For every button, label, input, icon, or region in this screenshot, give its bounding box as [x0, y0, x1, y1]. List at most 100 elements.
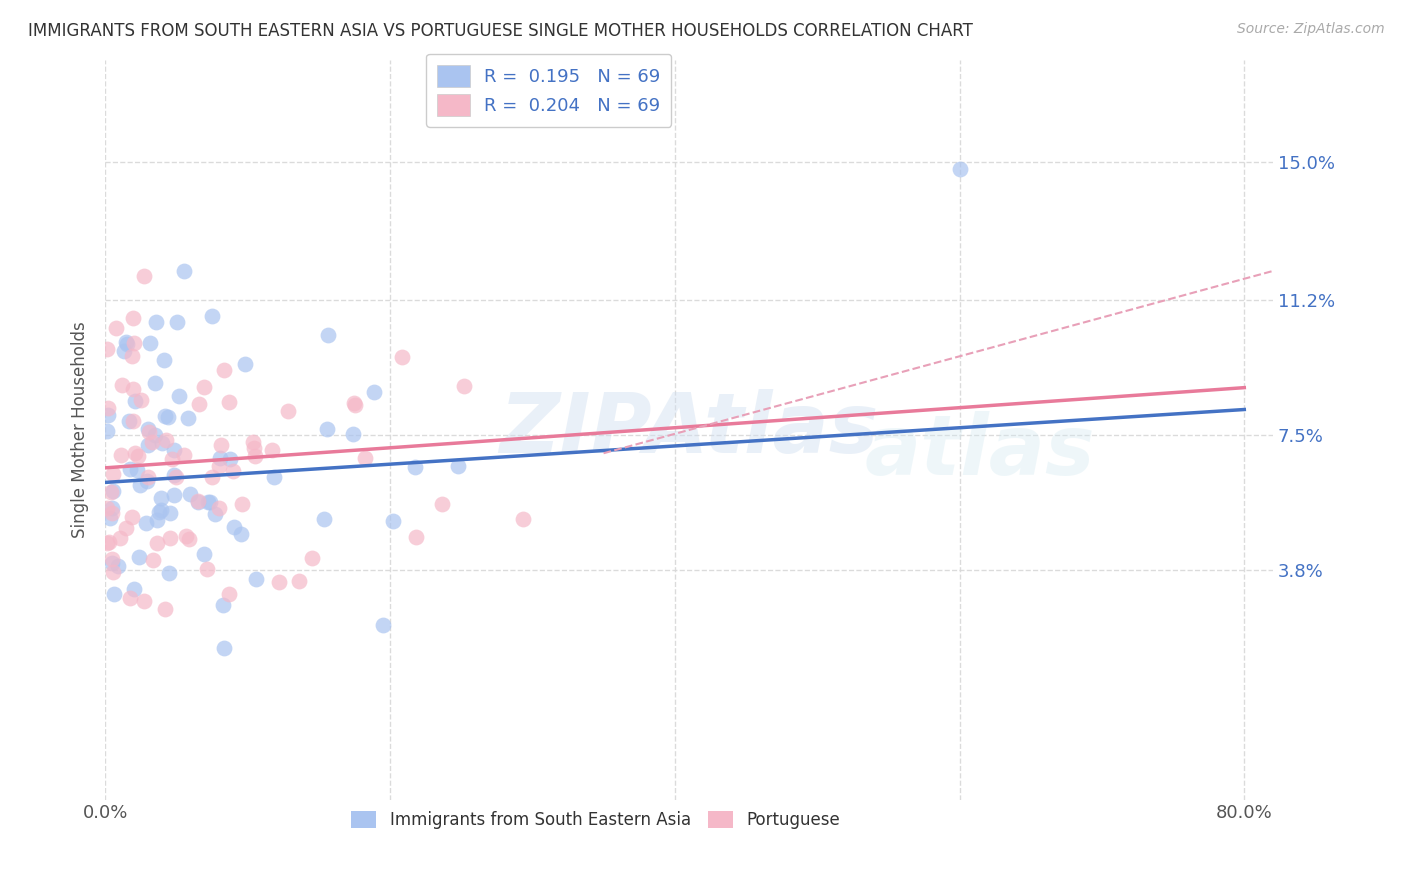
- Point: [245, 572, 267, 586]
- Point: [125, 463, 148, 477]
- Point: [179, 487, 201, 501]
- Point: [136, 422, 159, 436]
- Text: IMMIGRANTS FROM SOUTH EASTERN ASIA VS PORTUGUESE SINGLE MOTHER HOUSEHOLDS CORREL: IMMIGRANTS FROM SOUTH EASTERN ASIA VS PO…: [28, 22, 973, 40]
- Point: [157, 566, 180, 581]
- Point: [155, 433, 177, 447]
- Point: [100, 500, 122, 515]
- Point: [177, 411, 200, 425]
- Point: [197, 495, 219, 509]
- Point: [277, 403, 299, 417]
- Point: [222, 464, 245, 478]
- Point: [382, 514, 405, 528]
- Point: [96, 409, 118, 423]
- Point: [316, 422, 339, 436]
- Point: [453, 378, 475, 392]
- Point: [155, 602, 177, 616]
- Point: [96, 501, 118, 516]
- Text: ZIPAtlas: ZIPAtlas: [499, 389, 879, 470]
- Point: [200, 309, 222, 323]
- Point: [314, 511, 336, 525]
- Point: [142, 553, 165, 567]
- Point: [101, 552, 124, 566]
- Point: [187, 493, 209, 508]
- Point: [233, 357, 256, 371]
- Point: [204, 507, 226, 521]
- Point: [222, 520, 245, 534]
- Point: [163, 468, 186, 483]
- Point: [353, 450, 375, 465]
- Point: [122, 382, 145, 396]
- Point: [218, 587, 240, 601]
- Text: atlas: atlas: [865, 411, 1095, 492]
- Point: [262, 443, 284, 458]
- Point: [122, 414, 145, 428]
- Point: [201, 470, 224, 484]
- Point: [200, 495, 222, 509]
- Point: [243, 449, 266, 463]
- Point: [134, 594, 156, 608]
- Point: [212, 640, 235, 655]
- Legend: Immigrants from South Eastern Asia, Portuguese: Immigrants from South Eastern Asia, Port…: [344, 804, 846, 836]
- Point: [138, 425, 160, 439]
- Point: [117, 336, 139, 351]
- Point: [288, 574, 311, 588]
- Point: [174, 529, 197, 543]
- Point: [97, 534, 120, 549]
- Point: [118, 461, 141, 475]
- Point: [145, 513, 167, 527]
- Point: [212, 363, 235, 377]
- Point: [173, 264, 195, 278]
- Point: [159, 531, 181, 545]
- Point: [136, 470, 159, 484]
- Point: [122, 310, 145, 325]
- Point: [267, 575, 290, 590]
- Point: [146, 535, 169, 549]
- Point: [177, 532, 200, 546]
- Point: [165, 470, 187, 484]
- Point: [156, 409, 179, 424]
- Point: [101, 483, 124, 498]
- Point: [342, 427, 364, 442]
- Point: [405, 529, 427, 543]
- Point: [343, 395, 366, 409]
- Point: [163, 488, 186, 502]
- Point: [101, 565, 124, 579]
- Point: [118, 591, 141, 605]
- Point: [209, 438, 232, 452]
- Point: [104, 321, 127, 335]
- Point: [107, 558, 129, 573]
- Point: [96, 535, 118, 549]
- Point: [162, 452, 184, 467]
- Point: [128, 549, 150, 564]
- Point: [132, 268, 155, 283]
- Point: [208, 501, 231, 516]
- Point: [134, 516, 156, 530]
- Point: [115, 334, 138, 349]
- Point: [166, 315, 188, 329]
- Point: [148, 505, 170, 519]
- Point: [143, 376, 166, 390]
- Point: [136, 438, 159, 452]
- Point: [242, 434, 264, 449]
- Point: [231, 497, 253, 511]
- Point: [129, 393, 152, 408]
- Point: [111, 377, 134, 392]
- Point: [229, 527, 252, 541]
- Point: [197, 561, 219, 575]
- Point: [101, 556, 124, 570]
- Text: Source: ZipAtlas.com: Source: ZipAtlas.com: [1237, 22, 1385, 37]
- Point: [124, 335, 146, 350]
- Point: [108, 531, 131, 545]
- Point: [118, 414, 141, 428]
- Point: [96, 424, 118, 438]
- Point: [97, 401, 120, 415]
- Point: [110, 448, 132, 462]
- Point: [129, 478, 152, 492]
- Point: [404, 460, 426, 475]
- Point: [124, 446, 146, 460]
- Point: [122, 582, 145, 596]
- Point: [159, 506, 181, 520]
- Point: [136, 474, 159, 488]
- Point: [316, 328, 339, 343]
- Point: [103, 587, 125, 601]
